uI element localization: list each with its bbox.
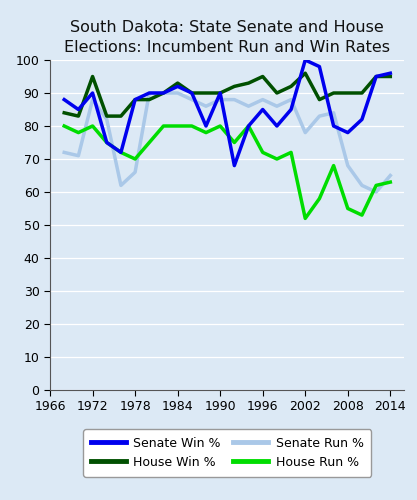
Title: South Dakota: State Senate and House
Elections: Incumbent Run and Win Rates: South Dakota: State Senate and House Ele… <box>64 20 390 54</box>
Legend: Senate Win %, House Win %, Senate Run %, House Run %: Senate Win %, House Win %, Senate Run %,… <box>83 429 371 476</box>
